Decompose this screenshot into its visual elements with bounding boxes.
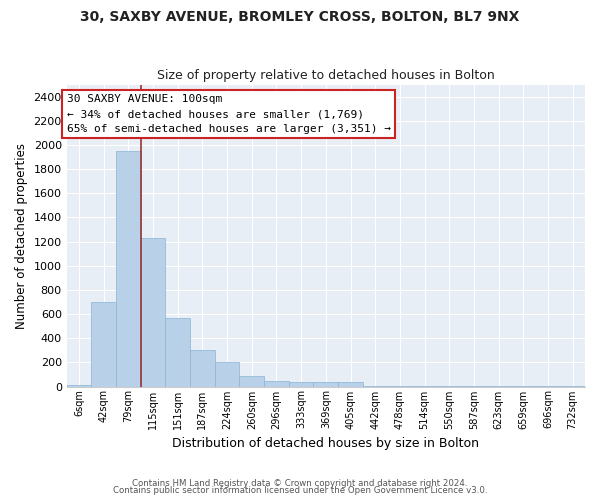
Text: 30 SAXBY AVENUE: 100sqm
← 34% of detached houses are smaller (1,769)
65% of semi: 30 SAXBY AVENUE: 100sqm ← 34% of detache… <box>67 94 391 134</box>
Text: Contains HM Land Registry data © Crown copyright and database right 2024.: Contains HM Land Registry data © Crown c… <box>132 478 468 488</box>
Bar <box>67 384 91 386</box>
Bar <box>190 350 215 387</box>
Bar <box>289 382 313 386</box>
X-axis label: Distribution of detached houses by size in Bolton: Distribution of detached houses by size … <box>172 437 479 450</box>
Y-axis label: Number of detached properties: Number of detached properties <box>15 142 28 328</box>
Bar <box>239 376 264 386</box>
Title: Size of property relative to detached houses in Bolton: Size of property relative to detached ho… <box>157 69 495 82</box>
Bar <box>116 151 141 386</box>
Bar <box>338 382 363 386</box>
Bar <box>91 302 116 386</box>
Bar <box>313 382 338 386</box>
Bar <box>166 318 190 386</box>
Text: 30, SAXBY AVENUE, BROMLEY CROSS, BOLTON, BL7 9NX: 30, SAXBY AVENUE, BROMLEY CROSS, BOLTON,… <box>80 10 520 24</box>
Text: Contains public sector information licensed under the Open Government Licence v3: Contains public sector information licen… <box>113 486 487 495</box>
Bar <box>264 381 289 386</box>
Bar <box>215 362 239 386</box>
Bar <box>141 238 166 386</box>
